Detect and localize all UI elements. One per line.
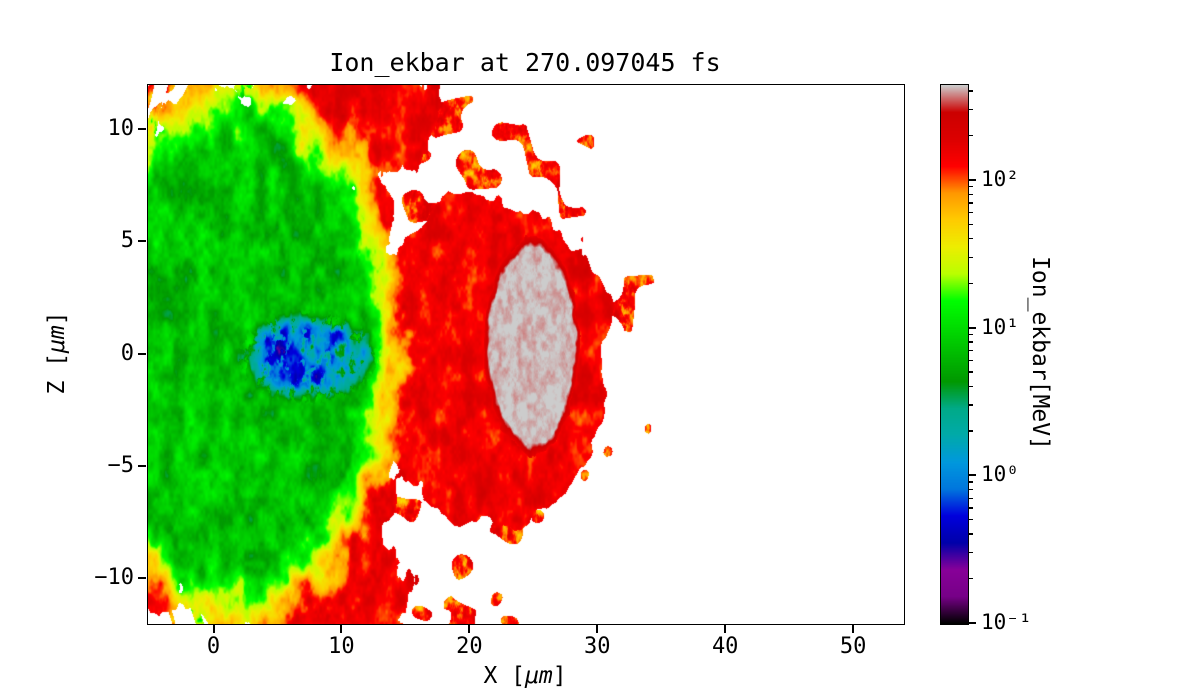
colorbar	[940, 84, 969, 625]
x-axis-label-close: ]	[552, 663, 567, 689]
colorbar-minor-tick	[969, 256, 973, 258]
heatmap-canvas	[148, 85, 904, 624]
x-tick-mark	[340, 625, 343, 633]
colorbar-minor-tick	[969, 551, 973, 554]
x-tick-mark	[212, 625, 215, 633]
colorbar-minor-tick	[969, 341, 973, 343]
x-tick-label: 40	[711, 634, 739, 659]
y-tick-label: −10	[94, 565, 134, 591]
colorbar-tick-mark	[969, 474, 976, 477]
y-tick-label: −5	[107, 452, 135, 478]
colorbar-minor-tick	[969, 90, 973, 92]
colorbar-minor-tick	[969, 186, 973, 188]
x-tick-label: 20	[456, 634, 483, 659]
colorbar-minor-tick	[969, 134, 973, 137]
colorbar-minor-tick	[969, 282, 973, 284]
y-tick-label: 5	[120, 228, 134, 254]
colorbar-minor-tick	[969, 481, 973, 483]
colorbar-minor-tick	[969, 488, 973, 491]
colorbar-tick-label: 10²	[981, 167, 1019, 192]
y-tick-mark	[138, 127, 146, 130]
plot-area	[147, 84, 905, 625]
y-tick-mark	[138, 240, 146, 243]
x-tick-label: 30	[584, 634, 611, 659]
y-axis-unit: μm	[44, 325, 70, 354]
plot-title: Ion_ekbar at 270.097045 fs	[329, 48, 721, 77]
colorbar-label: Ion_ekbar[MeV]	[1027, 256, 1053, 450]
colorbar-minor-tick	[969, 385, 973, 388]
colorbar-minor-tick	[969, 533, 973, 535]
colorbar-minor-tick	[969, 371, 973, 373]
x-axis-unit: μm	[524, 663, 553, 689]
colorbar-tick-mark	[969, 326, 976, 329]
y-tick-label: 0	[120, 340, 134, 366]
colorbar-tick-label: 10⁻¹	[981, 610, 1032, 634]
colorbar-canvas	[941, 85, 968, 624]
colorbar-minor-tick	[969, 577, 973, 580]
colorbar-tick-label: 10¹	[981, 314, 1019, 339]
y-axis-label-text: Z [	[44, 353, 70, 395]
x-tick-label: 0	[206, 634, 221, 659]
colorbar-minor-tick	[969, 223, 973, 226]
colorbar-tick-label: 10⁰	[981, 462, 1019, 487]
colorbar-tick-mark	[969, 622, 976, 624]
x-tick-mark	[852, 625, 855, 633]
colorbar-minor-tick	[969, 507, 973, 509]
colorbar-minor-tick	[969, 430, 973, 432]
x-tick-mark	[468, 625, 471, 633]
y-axis-label-close: ]	[44, 311, 70, 326]
y-axis-label: Z [μm]	[44, 311, 70, 394]
x-axis-label-text: X [	[483, 663, 525, 689]
colorbar-minor-tick	[969, 202, 973, 204]
x-tick-mark	[724, 625, 727, 633]
colorbar-minor-tick	[969, 333, 973, 336]
colorbar-minor-tick	[969, 212, 973, 214]
colorbar-minor-tick	[969, 519, 973, 521]
x-tick-mark	[596, 625, 599, 633]
colorbar-minor-tick	[969, 238, 973, 240]
colorbar-minor-tick	[969, 108, 973, 111]
colorbar-minor-tick	[969, 359, 973, 362]
colorbar-minor-tick	[969, 404, 973, 406]
y-tick-mark	[138, 577, 146, 580]
x-tick-label: 10	[328, 634, 355, 659]
colorbar-minor-tick	[969, 193, 973, 196]
y-tick-mark	[138, 464, 146, 467]
y-tick-label: 10	[107, 115, 135, 141]
x-axis-label: X [μm]	[147, 663, 903, 689]
colorbar-minor-tick	[969, 349, 973, 352]
colorbar-minor-tick	[969, 497, 973, 499]
x-tick-label: 50	[839, 634, 867, 659]
colorbar-tick-mark	[969, 179, 976, 182]
y-tick-mark	[138, 352, 146, 355]
